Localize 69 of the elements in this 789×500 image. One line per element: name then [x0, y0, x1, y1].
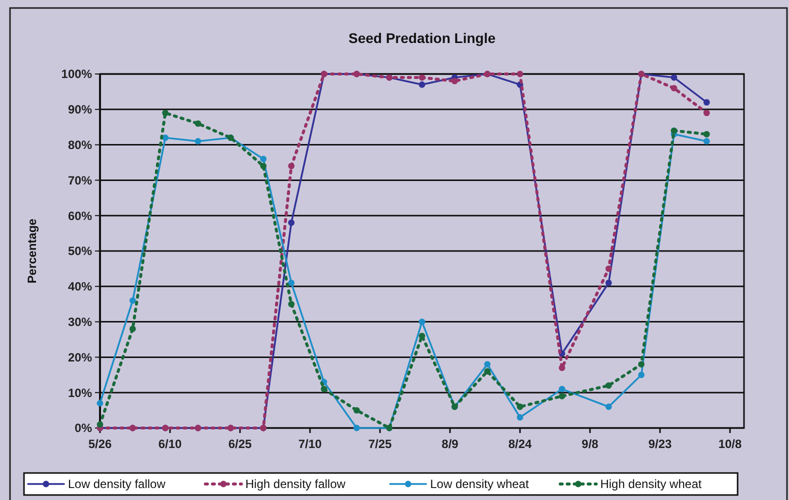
point: [605, 266, 612, 272]
point: [353, 424, 360, 432]
x-tick-label: 6/10: [158, 437, 182, 451]
x-tick-label: 10/8: [718, 437, 742, 451]
y-tick-label: 80%: [68, 138, 92, 152]
legend-label: Low density fallow: [68, 477, 166, 492]
y-axis-title: Percentage: [25, 218, 39, 284]
point: [605, 280, 612, 286]
legend-label: High density fallow: [245, 477, 346, 492]
legend-label: Low density wheat: [430, 477, 530, 492]
point: [703, 110, 710, 116]
point: [558, 392, 566, 400]
point: [638, 372, 645, 378]
point: [516, 404, 524, 410]
point: [194, 138, 202, 144]
x-tick-label: 5/26: [88, 437, 112, 451]
point: [484, 361, 491, 368]
point: [638, 361, 645, 368]
point: [288, 162, 295, 170]
point: [129, 297, 136, 304]
point: [703, 130, 710, 138]
point: [194, 120, 202, 127]
point: [670, 127, 678, 134]
point: [320, 386, 328, 392]
point: [418, 332, 426, 340]
point: [418, 74, 426, 81]
point: [288, 280, 295, 286]
point: [162, 134, 169, 141]
y-tick-label: 70%: [68, 173, 92, 188]
x-tick-label: 8/9: [442, 437, 459, 451]
point: [162, 110, 169, 116]
point: [484, 368, 491, 375]
point: [418, 81, 426, 88]
point: [558, 386, 566, 392]
y-tick-label: 20%: [68, 350, 92, 364]
y-tick-label: 50%: [68, 244, 92, 258]
chart-title: Seed Predation Lingle: [348, 30, 496, 46]
y-tick-label: 0%: [74, 421, 92, 436]
y-tick-label: 40%: [68, 280, 92, 294]
y-tick-label: 90%: [68, 102, 92, 117]
point: [703, 99, 710, 106]
point: [605, 382, 612, 389]
x-tick-label: 9/23: [648, 437, 672, 451]
point: [288, 219, 295, 226]
x-tick-label: 7/25: [368, 437, 392, 451]
point: [516, 414, 524, 421]
point: [558, 364, 566, 372]
point: [353, 407, 360, 414]
point: [670, 74, 678, 81]
point: [703, 138, 710, 144]
y-tick-label: 10%: [68, 386, 92, 400]
x-tick-label: 7/10: [298, 437, 322, 451]
y-tick-label: 100%: [61, 67, 92, 82]
x-tick-label: 6/25: [228, 437, 252, 451]
x-tick-label: 8/24: [508, 437, 532, 451]
point: [451, 78, 458, 84]
point: [96, 400, 104, 406]
point: [260, 162, 267, 170]
point: [605, 404, 612, 410]
x-tick-label: 9/8: [582, 437, 599, 451]
y-tick-label: 30%: [68, 315, 92, 329]
point: [670, 84, 678, 92]
point: [516, 70, 524, 78]
point: [260, 156, 267, 162]
point: [288, 300, 295, 308]
legend-label: High density wheat: [600, 477, 702, 492]
y-tick-label: 60%: [68, 208, 92, 223]
point: [129, 326, 136, 332]
point: [418, 318, 426, 325]
